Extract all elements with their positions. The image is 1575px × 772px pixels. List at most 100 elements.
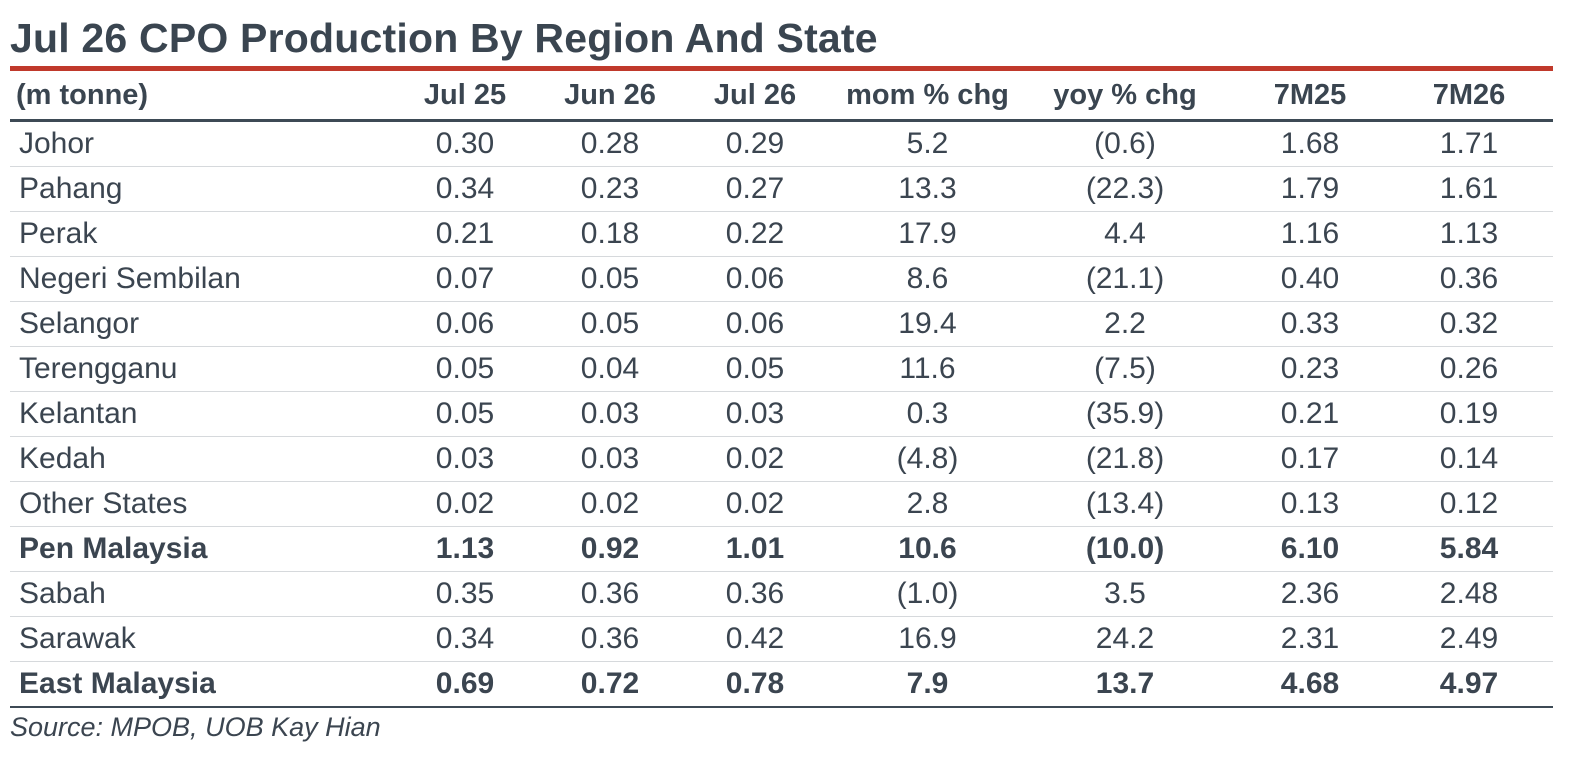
yoy-chg-value: 3.5 — [1015, 571, 1235, 617]
jun-26-value: 0.02 — [550, 481, 670, 527]
jul-25-value: 1.13 — [380, 526, 550, 572]
column-header-yoy-chg: yoy % chg — [1015, 71, 1235, 122]
7m26-value: 0.12 — [1385, 481, 1553, 527]
state-name: Pahang — [10, 166, 380, 212]
7m26-value: 0.26 — [1385, 346, 1553, 392]
jun-26-value: 0.03 — [550, 391, 670, 437]
7m26-value: 0.19 — [1385, 391, 1553, 437]
mom-chg-value: 19.4 — [840, 301, 1015, 347]
7m25-value: 0.13 — [1235, 481, 1385, 527]
table-row: Sarawak 0.34 0.36 0.42 16.9 24.2 2.31 2.49 — [10, 616, 1553, 662]
7m25-value: 0.17 — [1235, 436, 1385, 482]
7m26-value: 0.36 — [1385, 256, 1553, 302]
7m25-value: 0.21 — [1235, 391, 1385, 437]
7m25-value: 2.36 — [1235, 571, 1385, 617]
table-row: Sabah 0.35 0.36 0.36 (1.0) 3.5 2.36 2.48 — [10, 571, 1553, 617]
jun-26-value: 0.72 — [550, 661, 670, 708]
column-header-unit: (m tonne) — [10, 71, 380, 122]
7m26-value: 4.97 — [1385, 661, 1553, 708]
state-name: Terengganu — [10, 346, 380, 392]
7m25-value: 0.23 — [1235, 346, 1385, 392]
7m25-value: 1.79 — [1235, 166, 1385, 212]
yoy-chg-value: 24.2 — [1015, 616, 1235, 662]
jul-26-value: 0.02 — [670, 481, 840, 527]
7m25-value: 1.68 — [1235, 120, 1385, 167]
jul-26-value: 0.06 — [670, 256, 840, 302]
jul-26-value: 0.27 — [670, 166, 840, 212]
jul-26-value: 0.22 — [670, 211, 840, 257]
jul-25-value: 0.69 — [380, 661, 550, 708]
jul-26-value: 0.29 — [670, 120, 840, 167]
title-underline — [10, 66, 1553, 71]
jul-25-value: 0.34 — [380, 616, 550, 662]
jul-25-value: 0.34 — [380, 166, 550, 212]
source-note: Source: MPOB, UOB Kay Hian — [10, 712, 381, 742]
jul-25-value: 0.35 — [380, 571, 550, 617]
mom-chg-value: 2.8 — [840, 481, 1015, 527]
7m25-value: 2.31 — [1235, 616, 1385, 662]
state-name: Selangor — [10, 301, 380, 347]
mom-chg-value: 11.6 — [840, 346, 1015, 392]
7m26-value: 1.61 — [1385, 166, 1553, 212]
mom-chg-value: 5.2 — [840, 120, 1015, 167]
table-title: Jul 26 CPO Production By Region And Stat… — [10, 15, 878, 61]
7m26-value: 2.49 — [1385, 616, 1553, 662]
table-row: Johor 0.30 0.28 0.29 5.2 (0.6) 1.68 1.71 — [10, 120, 1553, 167]
column-header-mom-chg: mom % chg — [840, 71, 1015, 122]
table-row: Other States 0.02 0.02 0.02 2.8 (13.4) 0.13 0.1… — [10, 481, 1553, 527]
jun-26-value: 0.04 — [550, 346, 670, 392]
mom-chg-value: 7.9 — [840, 661, 1015, 708]
mom-chg-value: 0.3 — [840, 391, 1015, 437]
jun-26-value: 0.36 — [550, 571, 670, 617]
jul-25-value: 0.30 — [380, 120, 550, 167]
state-name: Perak — [10, 211, 380, 257]
yoy-chg-value: (10.0) — [1015, 526, 1235, 572]
table-row: Pahang 0.34 0.23 0.27 13.3 (22.3) 1.79 1.61 — [10, 166, 1553, 212]
jun-26-value: 0.23 — [550, 166, 670, 212]
state-name: Sabah — [10, 571, 380, 617]
jul-26-value: 0.06 — [670, 301, 840, 347]
jun-26-value: 0.92 — [550, 526, 670, 572]
mom-chg-value: (4.8) — [840, 436, 1015, 482]
table-body: Johor 0.30 0.28 0.29 5.2 (0.6) 1.68 1.71 Pahang 0… — [10, 120, 1553, 708]
7m25-value: 0.40 — [1235, 256, 1385, 302]
jul-26-value: 1.01 — [670, 526, 840, 572]
7m26-value: 0.14 — [1385, 436, 1553, 482]
7m25-value: 4.68 — [1235, 661, 1385, 708]
jul-26-value: 0.36 — [670, 571, 840, 617]
yoy-chg-value: (7.5) — [1015, 346, 1235, 392]
jun-26-value: 0.36 — [550, 616, 670, 662]
table-row: Kedah 0.03 0.03 0.02 (4.8) (21.8) 0.17 0.14 — [10, 436, 1553, 482]
jul-25-value: 0.02 — [380, 481, 550, 527]
state-name: Negeri Sembilan — [10, 256, 380, 302]
7m26-value: 0.32 — [1385, 301, 1553, 347]
jul-26-value: 0.78 — [670, 661, 840, 708]
jul-26-value: 0.03 — [670, 391, 840, 437]
jul-25-value: 0.21 — [380, 211, 550, 257]
column-header-7m25: 7M25 — [1235, 71, 1385, 122]
table-row: Negeri Sembilan 0.07 0.05 0.06 8.6 (21.1) 0.40… — [10, 256, 1553, 302]
jul-26-value: 0.02 — [670, 436, 840, 482]
yoy-chg-value: 4.4 — [1015, 211, 1235, 257]
state-name: Other States — [10, 481, 380, 527]
state-name: Johor — [10, 120, 380, 167]
7m25-value: 0.33 — [1235, 301, 1385, 347]
report-table-block: Jul 26 CPO Production By Region And Stat… — [10, 0, 1553, 743]
jul-26-value: 0.05 — [670, 346, 840, 392]
jul-25-value: 0.05 — [380, 391, 550, 437]
yoy-chg-value: 2.2 — [1015, 301, 1235, 347]
column-header-7m26: 7M26 — [1385, 71, 1553, 122]
7m26-value: 2.48 — [1385, 571, 1553, 617]
yoy-chg-value: (13.4) — [1015, 481, 1235, 527]
mom-chg-value: (1.0) — [840, 571, 1015, 617]
column-header-jul-25: Jul 25 — [380, 71, 550, 122]
table-row-subtotal: East Malaysia 0.69 0.72 0.78 7.9 13.7 4.68 4.97 — [10, 661, 1553, 708]
table-row: Kelantan 0.05 0.03 0.03 0.3 (35.9) 0.21 0.19 — [10, 391, 1553, 437]
jun-26-value: 0.03 — [550, 436, 670, 482]
jun-26-value: 0.18 — [550, 211, 670, 257]
mom-chg-value: 10.6 — [840, 526, 1015, 572]
jul-26-value: 0.42 — [670, 616, 840, 662]
state-name: East Malaysia — [10, 661, 380, 708]
jun-26-value: 0.05 — [550, 256, 670, 302]
yoy-chg-value: (22.3) — [1015, 166, 1235, 212]
